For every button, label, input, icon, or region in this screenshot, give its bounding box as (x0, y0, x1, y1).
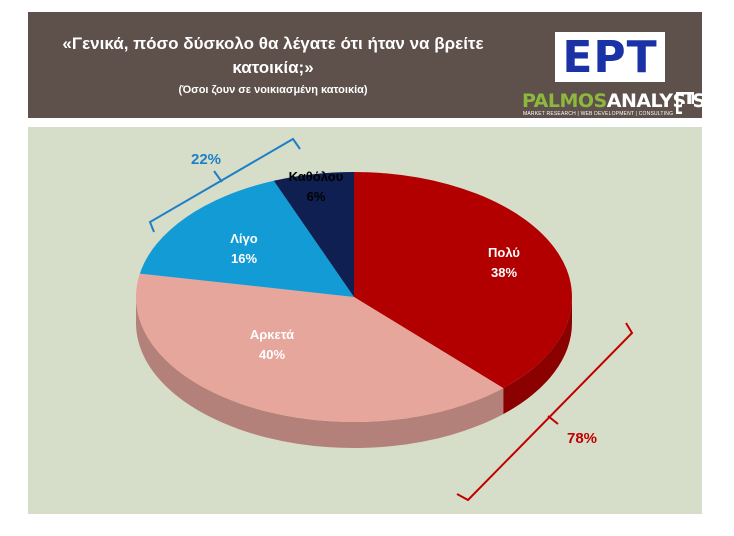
slice-label-Λίγο: Λίγο (230, 231, 258, 246)
chart-subtitle: (Όσοι ζουν σε νοικιασμένη κατοικία) (178, 84, 368, 96)
chart-title: «Γενικά, πόσο δύσκολο θα λέγατε ότι ήταν… (62, 34, 484, 77)
pie-side-Αρκετά (136, 297, 504, 448)
group-label-78: 78% (567, 430, 597, 447)
group-brackets: 22% 78% (148, 137, 634, 502)
slice-label-Αρκετά: Αρκετά (250, 327, 294, 342)
bracket-78-tick (547, 415, 559, 425)
slice-label-Πολύ: Πολύ (488, 245, 520, 260)
palmos-analysis-logo: PALMOSANALYSIS MARKET RESEARCH | WEB DEV… (522, 90, 706, 120)
group-label-22: 22% (191, 151, 221, 168)
palmos-logo-text: PALMOSANALYSIS (522, 90, 706, 112)
slice-label-Καθόλου: Καθόλου (289, 169, 344, 184)
slice-value-Πολύ: 38% (491, 265, 517, 280)
slice-value-Αρκετά: 40% (259, 347, 285, 362)
pie-slices (136, 172, 572, 422)
pie-side-Πολύ (503, 297, 572, 415)
palmos-tagline: MARKET RESEARCH | WEB DEVELOPMENT | CONS… (523, 111, 674, 117)
ert-logo-text: ΕΡΤ (562, 31, 658, 83)
palmos-logo-part1: PALMOS (522, 90, 607, 112)
palmos-logo-part2: ANALYSIS (606, 90, 706, 112)
pie-slice-Λίγο (139, 180, 354, 297)
pie-chart: Πολύ 38% Αρκετά 40% Λίγο 16% Καθόλου 6% 22% 78% (136, 137, 634, 502)
palmos-mark-icon (676, 92, 694, 114)
pie-slice-Καθόλου (273, 172, 354, 297)
bracket-22-tick (213, 170, 223, 183)
chart-panel: Πολύ 38% Αρκετά 40% Λίγο 16% Καθόλου 6% 22% 78% (28, 127, 702, 514)
pie-slice-Πολύ (354, 172, 572, 389)
header-banner: «Γενικά, πόσο δύσκολο θα λέγατε ότι ήταν… (28, 12, 706, 120)
ert-logo: ΕΡΤ (555, 31, 665, 83)
pie-sides (136, 297, 572, 448)
slice-value-Καθόλου: 6% (307, 189, 326, 204)
pie-slice-Αρκετά (136, 273, 504, 422)
slice-value-Λίγο: 16% (231, 251, 257, 266)
pie-labels: Πολύ 38% Αρκετά 40% Λίγο 16% Καθόλου 6% (230, 169, 520, 362)
